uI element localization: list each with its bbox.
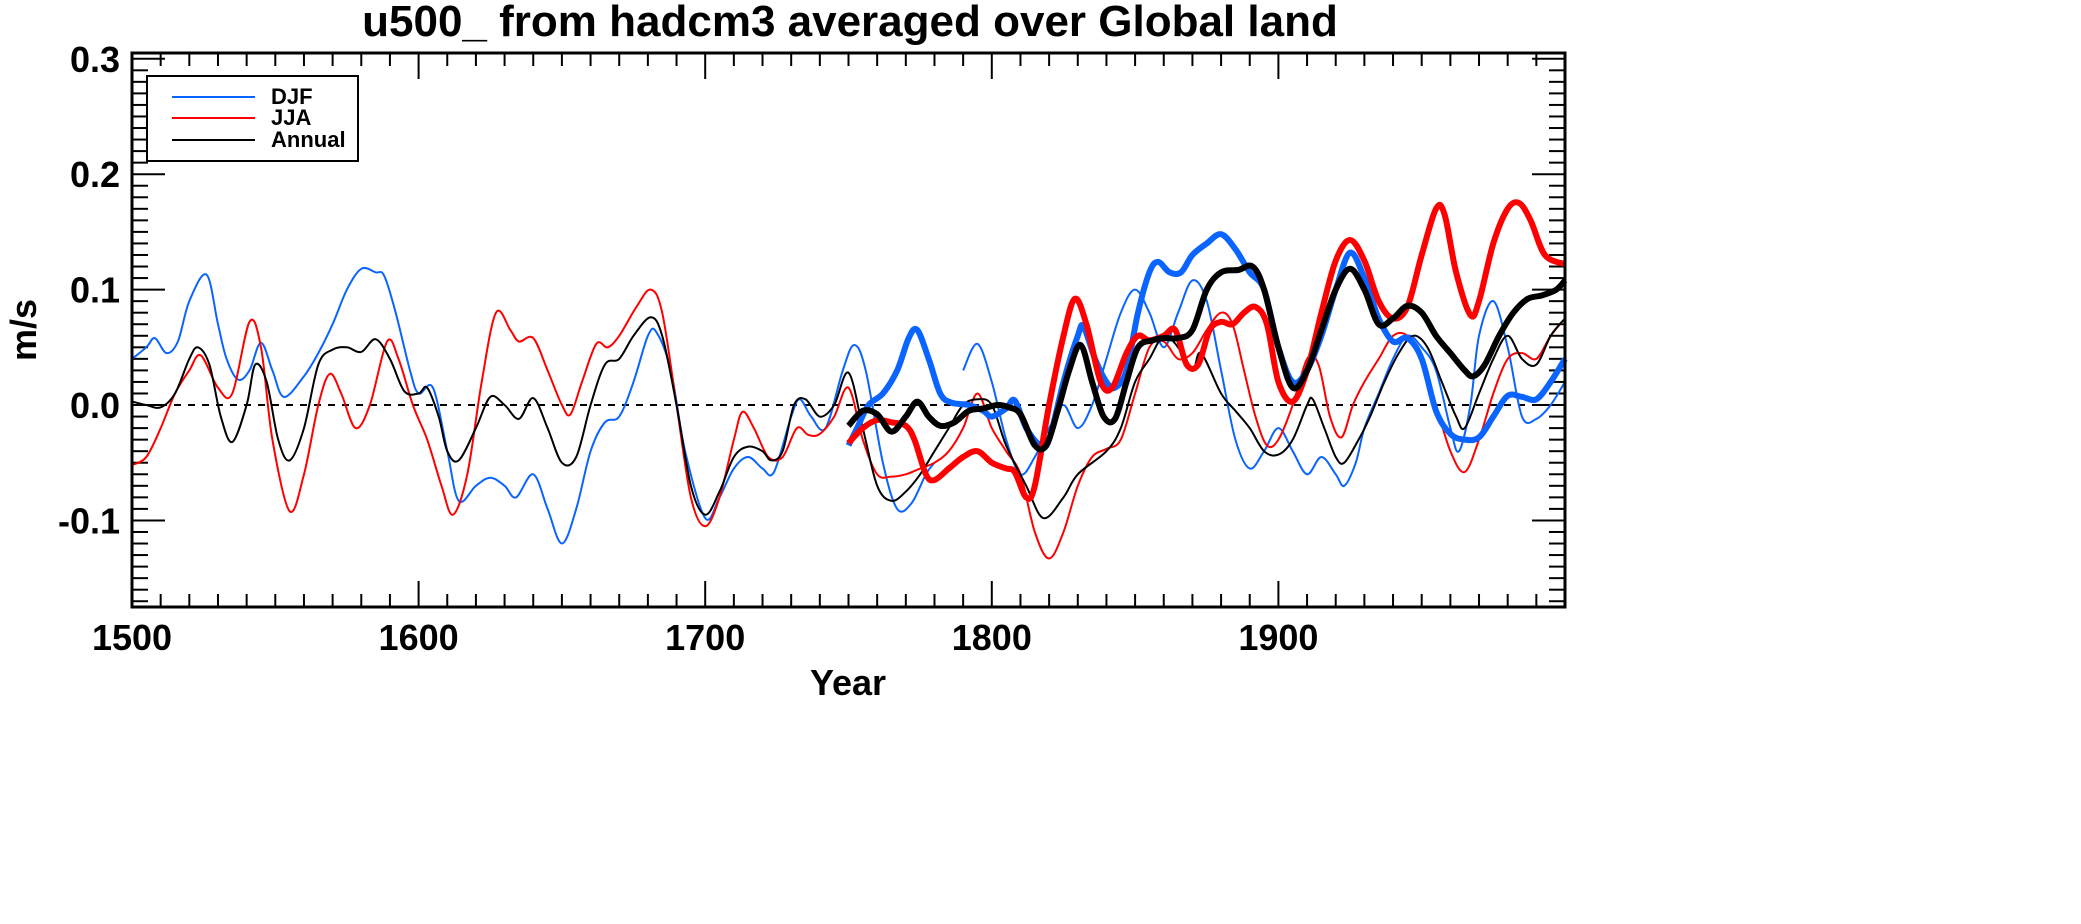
legend-label-jja: JJA <box>271 105 311 130</box>
y-tick-label: 0.3 <box>70 39 120 80</box>
x-tick-labels: 1500 1600 1700 1800 1900 <box>92 617 1318 658</box>
y-tick-label: -0.1 <box>58 500 120 541</box>
x-tick-label: 1600 <box>379 617 459 658</box>
series-line-djf <box>962 279 1566 488</box>
chart-title: u500_ from hadcm3 averaged over Global l… <box>362 0 1338 46</box>
y-tick-label: 0.2 <box>70 154 120 195</box>
x-axis-label: Year <box>810 662 886 703</box>
x-tick-label: 1500 <box>92 617 172 658</box>
series-line-jja <box>131 288 1566 560</box>
y-tick-label: 0.0 <box>70 385 120 426</box>
series-line-annual-recent <box>846 262 1568 453</box>
y-axis-label: m/s <box>3 299 44 361</box>
y-tick-label: 0.1 <box>70 270 120 311</box>
x-tick-label: 1900 <box>1238 617 1318 658</box>
legend-label-djf: DJF <box>271 84 313 109</box>
legend: DJF JJA Annual <box>146 75 359 162</box>
plot-frame <box>130 51 1567 609</box>
x-tick-label: 1700 <box>665 617 745 658</box>
series-line-jja-recent <box>846 199 1567 502</box>
x-tick-label: 1800 <box>952 617 1032 658</box>
series-line-djf-recent <box>845 231 1568 451</box>
series-line-djf <box>131 266 936 545</box>
y-tick-labels: -0.1 0.0 0.1 0.2 0.3 <box>58 39 120 542</box>
series-group <box>131 199 1568 560</box>
series-line-annual <box>131 316 1566 520</box>
legend-label-annual: Annual <box>271 127 346 152</box>
